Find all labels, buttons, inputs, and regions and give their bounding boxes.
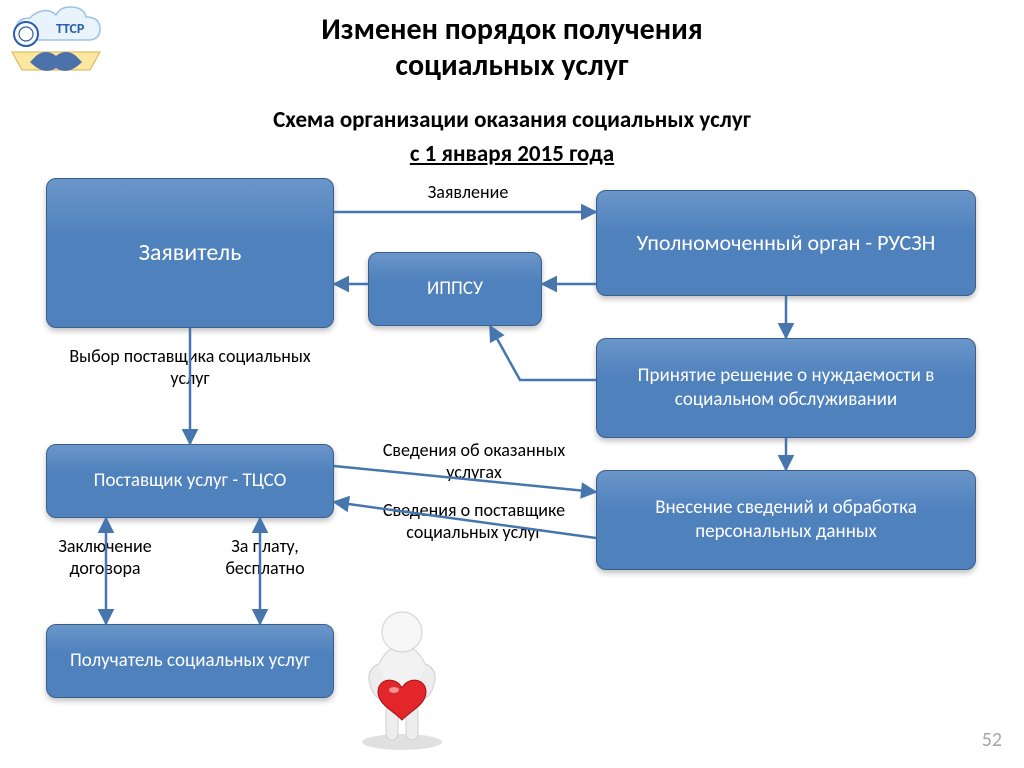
title-line1: Изменен порядок получения: [321, 11, 702, 48]
node-applicant: Заявитель: [46, 178, 334, 328]
slide-subdate: с 1 января 2015 года: [0, 140, 1024, 168]
label-application: Заявление: [398, 182, 538, 204]
label-provider-info: Сведения о поставщике социальных услуг: [350, 500, 598, 543]
node-ippsu: ИППСУ: [368, 252, 542, 326]
node-recipient: Получатель социальных услуг: [46, 624, 334, 698]
node-data-entry: Внесение сведений и обработка персональн…: [596, 470, 976, 570]
node-authorized: Уполномоченный орган - РУСЗН: [596, 190, 976, 296]
heart-figure-icon: [342, 602, 462, 752]
slide: ТТСР Изменен порядок получения социальны…: [0, 0, 1024, 768]
node-decision: Принятие решение о нуждаемости в социаль…: [596, 338, 976, 438]
label-payment: За плату, бесплатно: [190, 536, 340, 579]
label-services-info: Сведения об оказанных услугах: [364, 440, 584, 483]
title-line2: социальных услуг: [395, 47, 628, 84]
slide-title: Изменен порядок получения социальных усл…: [0, 12, 1024, 84]
node-provider: Поставщик услуг - ТЦСО: [46, 444, 334, 518]
slide-subtitle: Схема организации оказания социальных ус…: [0, 106, 1024, 134]
label-contract: Заключение договора: [30, 536, 180, 579]
slide-number: 52: [982, 728, 1002, 752]
label-choice: Выбор поставщика социальных услуг: [60, 346, 320, 389]
